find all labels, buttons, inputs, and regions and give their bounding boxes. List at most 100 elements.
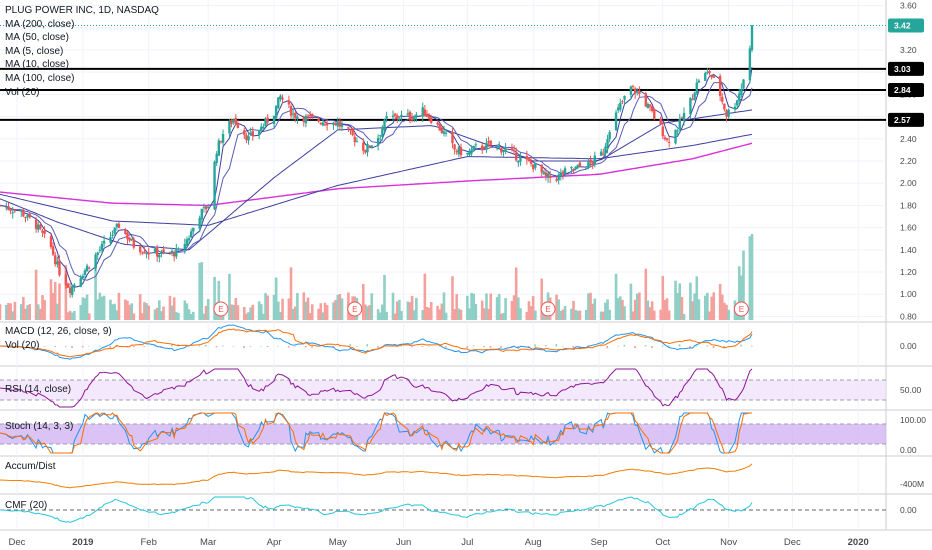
macd-histogram-bar [634, 346, 636, 349]
volume-bar [646, 300, 650, 320]
volume-bar [720, 294, 724, 320]
volume-bar [56, 303, 59, 320]
x-tick-label: Aug [525, 537, 542, 548]
volume-bar [230, 304, 233, 320]
candle-body [28, 213, 31, 218]
candle-body [636, 91, 639, 93]
candle-body [336, 121, 339, 127]
candle-body [279, 95, 282, 100]
macd-histogram-bar [277, 345, 279, 347]
candle-body [531, 164, 535, 170]
volume-bar [39, 308, 42, 320]
candle-body [289, 106, 293, 116]
candle-body [487, 141, 490, 143]
volume-bar [585, 309, 588, 320]
symbol-title[interactable]: PLUG POWER INC, 1D, NASDAQ [5, 5, 159, 16]
candle-body [500, 148, 503, 153]
volume-bar [665, 298, 669, 320]
candle-body [735, 100, 739, 106]
volume-bar [334, 299, 337, 320]
candle-body [200, 208, 204, 220]
volume-bar [160, 311, 163, 320]
macd-histogram-bar [600, 345, 602, 347]
volume-bar [13, 301, 17, 320]
volume-bar [66, 312, 70, 320]
candle-body [712, 75, 715, 78]
accum-dist-line [0, 463, 753, 489]
study-ma100[interactable]: MA (100, close) [5, 72, 75, 84]
candle-body [219, 141, 223, 143]
volume-bar [0, 304, 2, 320]
candle-body [748, 48, 752, 81]
horizontal-levels[interactable] [0, 25, 886, 121]
candlesticks [0, 24, 754, 298]
candle-body [527, 158, 531, 162]
macd-histogram-bar [695, 345, 698, 347]
volume-bar [274, 277, 278, 320]
candle-body [204, 206, 208, 210]
macd-label[interactable]: MACD (12, 26, close, 9) [5, 326, 112, 337]
candle-body [56, 261, 59, 265]
candle-body [143, 251, 146, 254]
study-ma50[interactable]: MA (50, close) [5, 32, 69, 44]
candle-body [266, 117, 269, 123]
volume-bar [425, 307, 429, 320]
macd-histogram-bar [572, 346, 575, 349]
candle-body [353, 136, 356, 143]
volume-bar [170, 305, 174, 320]
macd-vol-label[interactable]: Vol (20) [5, 340, 40, 351]
volume-bar [242, 306, 246, 320]
volume-bar [366, 306, 369, 320]
macd-histogram-bar [510, 346, 513, 348]
accum-dist-label[interactable]: Accum/Dist [5, 461, 56, 472]
candle-body [79, 278, 82, 287]
earnings-marker[interactable] [540, 301, 556, 317]
volume-bar [306, 297, 310, 320]
candle-body [73, 284, 76, 288]
volume-bar [480, 300, 484, 320]
earnings-marker[interactable] [213, 301, 229, 317]
candle-body [721, 96, 724, 102]
stoch-label[interactable]: Stoch (14, 3, 3) [5, 421, 74, 432]
candle-body [504, 148, 507, 152]
y-tick-label: 1.40 [900, 245, 917, 255]
study-ma200[interactable]: MA (200, close) [5, 18, 75, 30]
candle-body [192, 227, 195, 232]
volume-bar [234, 297, 238, 320]
rsi-label[interactable]: RSI (14, close) [5, 384, 72, 395]
candle-body [139, 246, 142, 253]
candle-body [111, 234, 114, 236]
candle-body [251, 130, 254, 136]
candle-body [525, 155, 529, 160]
earnings-marker[interactable] [733, 301, 749, 317]
study-volume[interactable]: Vol (20) [5, 86, 40, 98]
earnings-marker[interactable] [347, 301, 363, 317]
volume-bar [748, 236, 752, 320]
price-tag [888, 61, 924, 76]
x-tick-label: May [329, 537, 347, 548]
y-tick-label: 3.20 [900, 45, 917, 55]
volume-bar [147, 305, 151, 320]
macd-histogram-bar [54, 346, 56, 348]
candle-body [415, 114, 418, 117]
volume-bar [621, 299, 624, 320]
volume-bar [177, 312, 180, 320]
cmf-label[interactable]: CMF (20) [5, 500, 48, 511]
volume-bar [7, 303, 10, 320]
candle-body [574, 166, 577, 169]
volume-bar [648, 307, 652, 320]
macd-histogram-bar [421, 346, 424, 347]
candle-body [206, 207, 210, 209]
candle-body [587, 160, 590, 168]
macd-histogram-bar [366, 344, 369, 347]
volume-bar [574, 310, 577, 320]
volume-bar [601, 311, 605, 320]
study-ma10[interactable]: MA (10, close) [5, 59, 69, 71]
candle-body [175, 248, 178, 257]
macd-histogram-bar [160, 346, 163, 348]
volume-bar [703, 295, 707, 320]
study-ma5[interactable]: MA (5, close) [5, 45, 64, 57]
macd-histogram-bar [132, 346, 135, 348]
